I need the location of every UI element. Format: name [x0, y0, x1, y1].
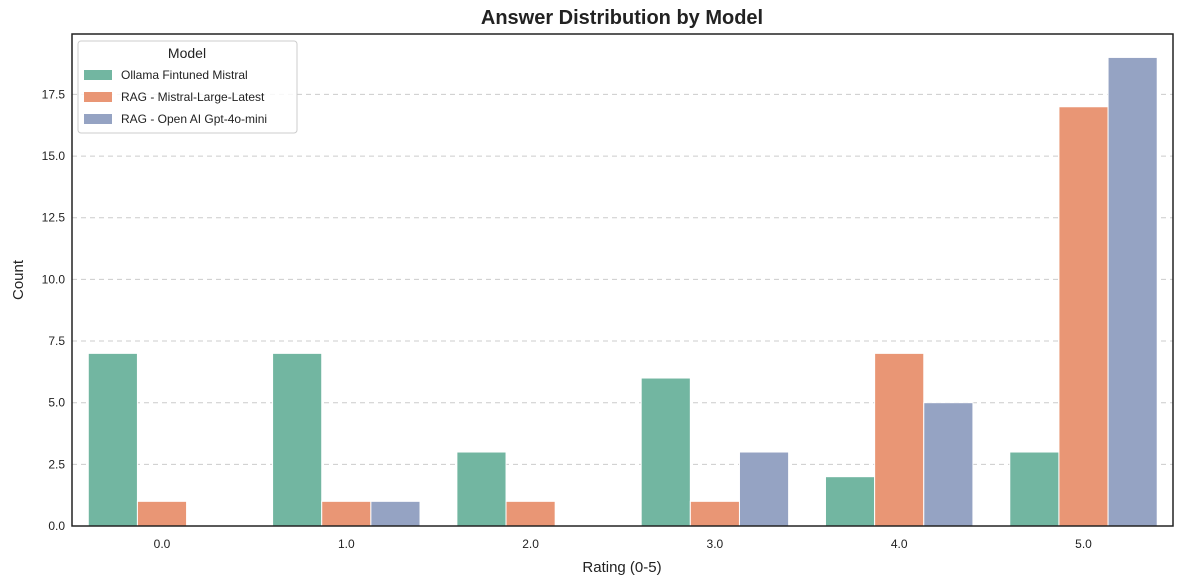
- y-tick-label: 2.5: [48, 457, 65, 471]
- y-tick-label: 10.0: [42, 272, 66, 286]
- plot-frame: [71, 33, 1174, 527]
- legend-label: Ollama Fintuned Mistral: [121, 68, 248, 82]
- bars: [87, 56, 1158, 527]
- bar: [824, 476, 876, 527]
- x-tick-label: 5.0: [1075, 537, 1092, 551]
- bar: [923, 402, 974, 527]
- chart-title: Answer Distribution by Model: [481, 7, 763, 29]
- y-tick-label: 5.0: [48, 396, 65, 410]
- y-axis-label: Count: [10, 259, 27, 300]
- bar: [874, 352, 925, 527]
- x-tick-label: 0.0: [154, 537, 171, 551]
- bar: [370, 500, 421, 527]
- legend-items: Ollama Fintuned Mistral RAG - Mistral-Lar…: [84, 68, 267, 126]
- x-tick-label: 1.0: [338, 537, 355, 551]
- x-tick-label: 4.0: [891, 537, 908, 551]
- bar: [689, 500, 740, 527]
- y-axis-ticks: 0.0 2.5 5.0 7.5 10.0 12.5 15.0 17.5: [42, 87, 66, 533]
- bar: [272, 352, 323, 527]
- bar: [505, 500, 556, 527]
- gridlines: [72, 93, 1173, 465]
- x-tick-label: 3.0: [707, 537, 724, 551]
- bar: [136, 500, 188, 527]
- legend-swatch: [84, 114, 112, 124]
- bar: [1058, 106, 1109, 527]
- bar: [87, 352, 138, 527]
- y-tick-label: 0.0: [48, 519, 65, 533]
- bar: [456, 451, 507, 527]
- y-tick-label: 12.5: [42, 211, 66, 225]
- legend-label: RAG - Mistral-Large-Latest: [121, 90, 265, 104]
- legend-swatch: [84, 70, 112, 80]
- legend-swatch: [84, 92, 112, 102]
- x-tick-label: 2.0: [522, 537, 539, 551]
- legend-title: Model: [168, 45, 206, 61]
- y-tick-label: 15.0: [42, 149, 66, 163]
- bar: [738, 451, 790, 527]
- y-tick-label: 7.5: [48, 334, 65, 348]
- legend-label: RAG - Open AI Gpt-4o-mini: [121, 112, 267, 126]
- bar: [1009, 451, 1060, 527]
- bar: [640, 377, 691, 527]
- x-axis-ticks: 0.0 1.0 2.0 3.0 4.0 5.0: [154, 537, 1093, 551]
- bar: [321, 500, 372, 527]
- legend-box: [77, 40, 298, 134]
- bar: [1107, 56, 1158, 527]
- legend: Model Ollama Fintuned Mistral RAG - Mistr…: [77, 40, 298, 134]
- x-axis-label: Rating (0-5): [582, 559, 661, 576]
- y-tick-label: 17.5: [42, 87, 66, 101]
